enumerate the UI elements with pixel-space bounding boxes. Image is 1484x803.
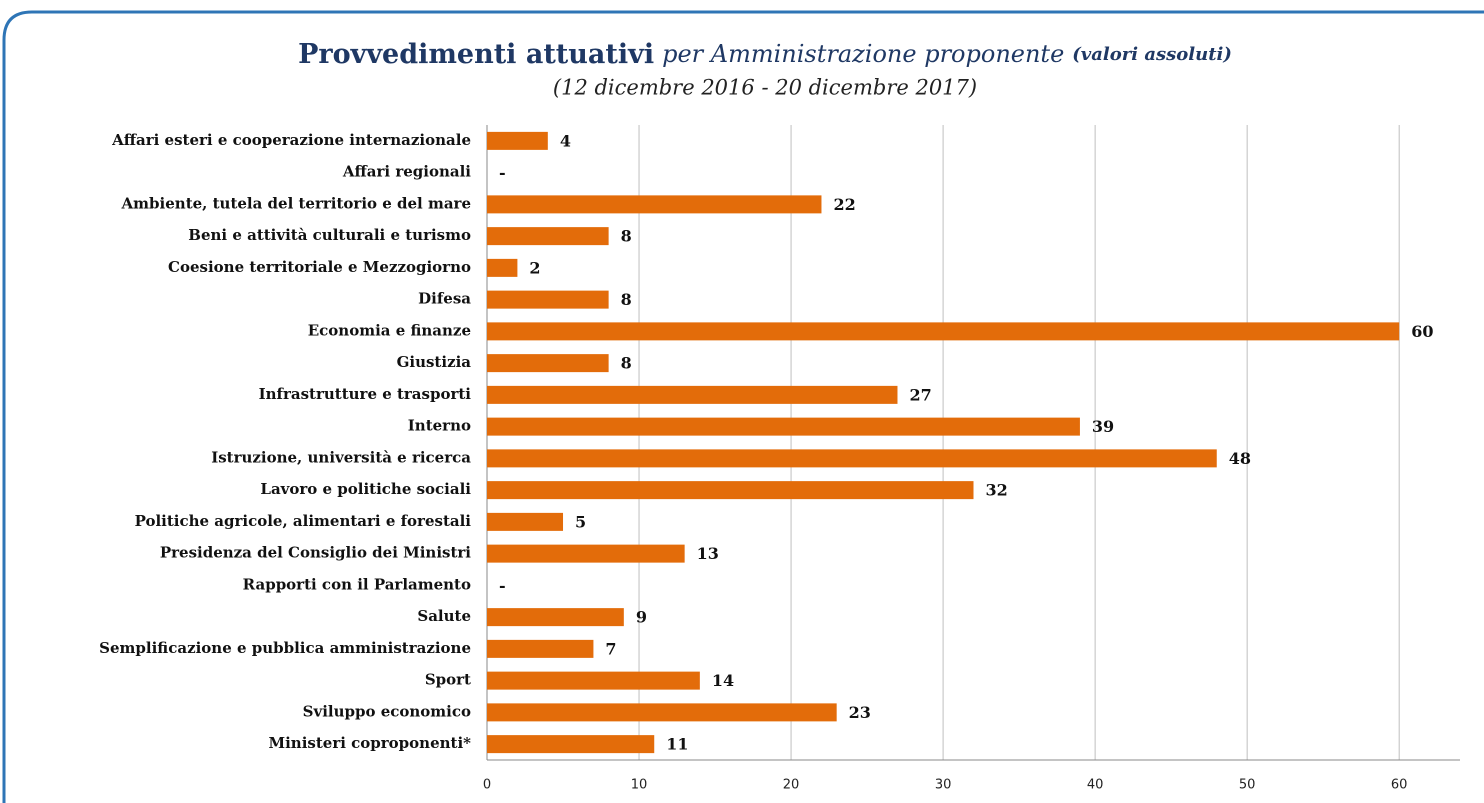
- y-tick-label: Sport: [425, 671, 471, 689]
- data-label: 7: [605, 639, 616, 658]
- bar: [487, 385, 898, 404]
- x-tick-label: 50: [1239, 778, 1256, 793]
- x-tick-label: 40: [1087, 778, 1104, 793]
- y-tick-label: Giustizia: [397, 353, 472, 371]
- data-label: 22: [833, 195, 855, 214]
- y-tick-label: Semplificazione e pubblica amministrazio…: [99, 639, 471, 657]
- y-tick-label: Rapporti con il Parlamento: [243, 575, 471, 593]
- y-tick-label: Istruzione, università e ricerca: [211, 448, 471, 466]
- data-label: 48: [1229, 449, 1251, 468]
- bar: [487, 227, 609, 246]
- data-label: 13: [697, 544, 719, 563]
- bar: [487, 354, 609, 373]
- data-label: 60: [1411, 322, 1433, 341]
- y-tick-label: Coesione territoriale e Mezzogiorno: [168, 258, 471, 276]
- data-label: 23: [849, 703, 871, 722]
- y-tick-label: Salute: [417, 607, 471, 625]
- bar: [487, 195, 822, 214]
- data-label: -: [499, 163, 506, 182]
- chart-subtitle: (12 dicembre 2016 - 20 dicembre 2017): [553, 76, 977, 100]
- title-part: (valori assoluti): [1072, 44, 1232, 65]
- bar: [487, 258, 518, 277]
- chart-title: Provvedimenti attuativi per Amministrazio…: [298, 39, 1232, 70]
- y-tick-label: Politiche agricole, alimentari e foresta…: [135, 512, 472, 530]
- y-tick-label: Economia e finanze: [308, 321, 471, 339]
- data-label: 8: [621, 354, 632, 373]
- y-tick-label: Difesa: [418, 290, 471, 308]
- data-label: 32: [986, 481, 1008, 500]
- data-label: 2: [529, 258, 540, 277]
- data-label: 11: [666, 735, 688, 754]
- y-tick-label: Lavoro e politiche sociali: [260, 480, 471, 498]
- title-part: Provvedimenti attuativi: [298, 39, 654, 70]
- bar: [487, 417, 1080, 436]
- y-tick-label: Infrastrutture e trasporti: [259, 385, 472, 403]
- bar: [487, 512, 564, 531]
- x-tick-label: 0: [483, 778, 491, 793]
- data-label: 9: [636, 608, 647, 627]
- bar: [487, 703, 837, 722]
- x-tick-label: 60: [1391, 778, 1408, 793]
- bar: [487, 481, 974, 500]
- data-label: -: [499, 576, 506, 595]
- bar: [487, 449, 1217, 468]
- bar: [487, 290, 609, 309]
- frame: [2, 10, 1484, 803]
- y-tick-label: Beni e attività culturali e turismo: [188, 226, 471, 244]
- data-label: 27: [909, 385, 931, 404]
- bar: [487, 131, 548, 150]
- y-tick-label: Interno: [408, 417, 471, 435]
- bar: [487, 639, 594, 658]
- data-label: 4: [560, 131, 571, 150]
- y-tick-label: Sviluppo economico: [303, 702, 471, 720]
- x-tick-label: 20: [783, 778, 800, 793]
- y-tick-label: Ministeri coproponenti*: [269, 734, 472, 752]
- x-tick-label: 10: [631, 778, 648, 793]
- data-label: 8: [621, 227, 632, 246]
- data-label: 8: [621, 290, 632, 309]
- bar: [487, 735, 655, 754]
- bar: [487, 608, 624, 627]
- bar: [487, 671, 700, 690]
- title-part: per Amministrazione proponente: [662, 40, 1064, 68]
- x-tick-label: 30: [935, 778, 952, 793]
- y-tick-label: Affari regionali: [342, 163, 471, 181]
- data-label: 5: [575, 512, 586, 531]
- data-label: 14: [712, 671, 734, 690]
- bar: [487, 322, 1400, 341]
- y-tick-label: Ambiente, tutela del territorio e del ma…: [121, 194, 471, 212]
- y-tick-label: Affari esteri e cooperazione internazion…: [111, 131, 471, 149]
- bar: [487, 544, 685, 563]
- y-tick-label: Presidenza del Consiglio dei Ministri: [160, 544, 471, 562]
- data-label: 39: [1092, 417, 1114, 436]
